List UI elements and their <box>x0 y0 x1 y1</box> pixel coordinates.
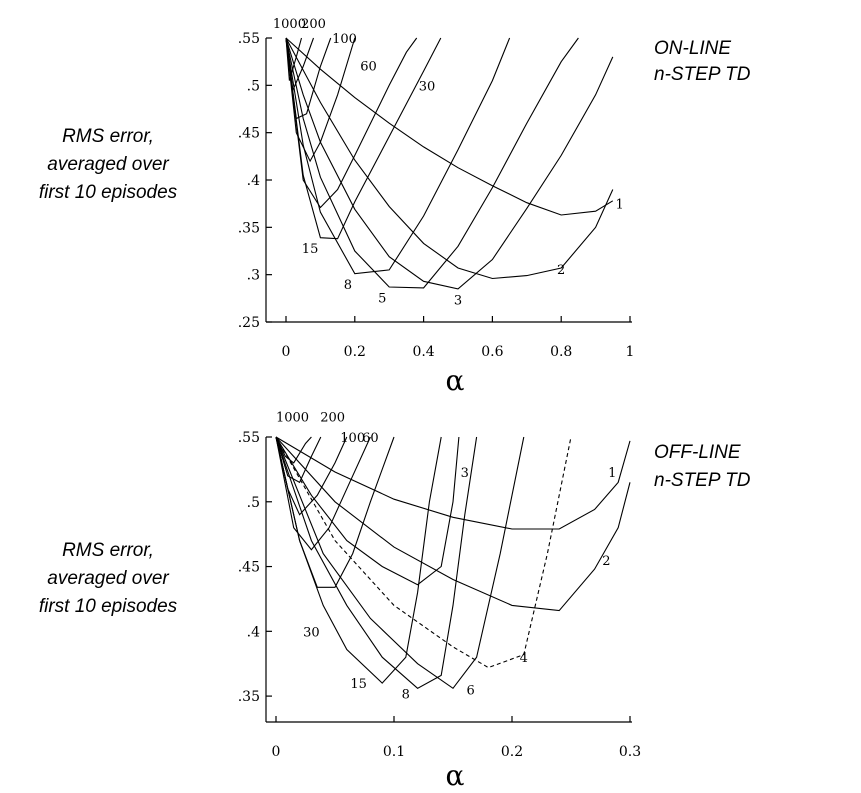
online-series-label-n-3: 3 <box>454 293 462 308</box>
offline-title: OFF-LINE n-STEP TD <box>654 442 751 491</box>
online-series-label-n-8: 8 <box>344 278 352 293</box>
offline-y-tick-label: .5 <box>247 495 260 511</box>
offline-x-tick-label: 0.3 <box>619 744 641 760</box>
online-series-label-n-1000: 1000 <box>273 17 306 32</box>
offline-ylabel-line-2: averaged over <box>47 568 169 589</box>
online-series-n-2 <box>285 37 614 280</box>
offline-series-label-n-30: 30 <box>303 625 320 640</box>
online-series-label-n-2: 2 <box>557 263 565 278</box>
online-ylabel-line-1: RMS error, <box>62 126 154 147</box>
online-series-n-1000 <box>285 37 303 81</box>
online-ylabel-line-3: first 10 episodes <box>39 182 178 203</box>
offline-series-label-n-1000: 1000 <box>276 410 309 425</box>
offline-x-tick-label: 0.1 <box>383 744 405 760</box>
online-y-tick-label: .3 <box>247 268 260 284</box>
offline-series-n-100 <box>275 436 348 516</box>
online-series-n-8 <box>285 37 511 275</box>
offline-series-n-1000 <box>275 436 312 464</box>
online-x-tick-label: 1 <box>626 344 635 360</box>
offline-series-n-60 <box>275 436 371 551</box>
online-series-label-n-200: 200 <box>301 17 326 32</box>
offline-series-n-4 <box>275 436 572 669</box>
offline-series-n-2 <box>275 436 631 612</box>
offline-series-label-n-4: 4 <box>520 651 528 666</box>
offline-y-tick-label: .4 <box>247 624 260 640</box>
online-series-label-n-15: 15 <box>302 242 319 257</box>
online-series-n-15 <box>285 37 442 240</box>
offline-series-label-n-8: 8 <box>402 688 410 703</box>
offline-title-line-2: n-STEP TD <box>654 470 751 491</box>
offline-series-n-3 <box>275 436 460 586</box>
online-x-tick-label: 0.8 <box>550 344 572 360</box>
online-y-tick-label: .5 <box>247 78 260 94</box>
online-ticks: .25 .3 .35 .4 .45 .5 .55 0 0.2 0.4 0.6 0.8 1 <box>238 31 635 360</box>
online-y-tick-label: .55 <box>238 31 260 47</box>
offline-y-tick-label: .45 <box>238 560 260 576</box>
online-series-label-n-5: 5 <box>378 291 386 306</box>
offline-ticks: .35 .4 .45 .5 .55 0 0.1 0.2 0.3 <box>238 430 641 760</box>
offline-series-n-30 <box>275 436 395 588</box>
offline-series-n-15 <box>275 436 442 684</box>
online-title: ON-LINE n-STEP TD <box>654 38 751 85</box>
online-series-n-3 <box>285 37 614 290</box>
online-x-tick-label: 0.2 <box>344 344 366 360</box>
online-x-tick-label: 0.6 <box>481 344 503 360</box>
online-y-tick-label: .35 <box>238 220 260 236</box>
offline-series-label-n-100: 100 <box>340 431 365 446</box>
online-x-axis-label: α <box>446 364 465 397</box>
offline-series-label-n-6: 6 <box>467 684 475 699</box>
offline-series-n-6 <box>275 436 525 690</box>
offline-y-tick-label: .55 <box>238 430 260 446</box>
online-chart-panel: RMS error, averaged over first 10 episod… <box>39 17 751 397</box>
online-series-n-5 <box>285 37 579 289</box>
online-y-tick-label: .4 <box>247 173 260 189</box>
offline-series-label-n-15: 15 <box>350 677 367 692</box>
online-series-n-1 <box>285 37 614 216</box>
online-series-n-60 <box>285 37 356 163</box>
online-series-label-n-100: 100 <box>332 32 357 47</box>
offline-series-label-n-2: 2 <box>602 554 610 569</box>
offline-series-label-n-200: 200 <box>320 410 345 425</box>
offline-series-label-n-60: 60 <box>362 431 379 446</box>
online-ylabel-line-2: averaged over <box>47 154 169 175</box>
online-y-tick-label: .25 <box>238 315 260 331</box>
offline-y-tick-label: .35 <box>238 689 260 705</box>
offline-series-n-8 <box>275 436 478 689</box>
online-series-label-n-1: 1 <box>616 198 624 213</box>
offline-series-label-n-3: 3 <box>461 466 469 481</box>
online-title-line-1: ON-LINE <box>654 38 731 59</box>
offline-x-axis-label: α <box>446 759 465 792</box>
offline-x-tick-label: 0.2 <box>501 744 523 760</box>
offline-chart-panel: RMS error, averaged over first 10 episod… <box>39 410 751 792</box>
online-x-tick-label: 0 <box>282 344 291 360</box>
online-series-n-200 <box>285 37 315 93</box>
online-title-line-2: n-STEP TD <box>654 64 751 85</box>
online-y-axis-label: RMS error, averaged over first 10 episod… <box>39 126 178 203</box>
online-x-tick-label: 0.4 <box>412 344 434 360</box>
online-y-tick-label: .45 <box>238 126 260 142</box>
offline-series-n-200 <box>275 436 322 484</box>
offline-ylabel-line-3: first 10 episodes <box>39 596 178 617</box>
online-series-label-n-30: 30 <box>419 79 436 94</box>
online-series-label-n-60: 60 <box>360 59 377 74</box>
offline-y-axis-label: RMS error, averaged over first 10 episod… <box>39 540 178 617</box>
offline-series-label-n-1: 1 <box>608 466 616 481</box>
online-series-n-30 <box>285 37 418 209</box>
offline-series-n-1 <box>275 436 631 530</box>
online-series-n-100 <box>285 37 332 120</box>
offline-x-tick-label: 0 <box>272 744 281 760</box>
offline-ylabel-line-1: RMS error, <box>62 540 154 561</box>
offline-title-line-1: OFF-LINE <box>654 442 741 463</box>
